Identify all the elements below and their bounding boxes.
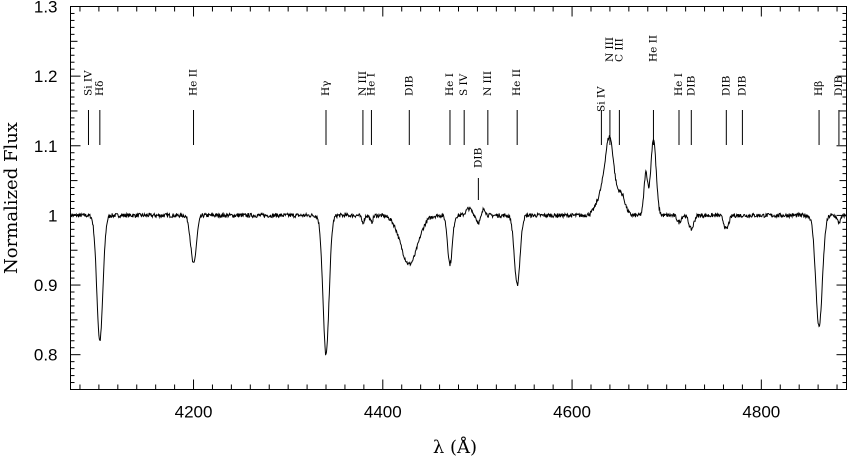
line-id-label: S IV [458,73,470,96]
line-id-label: He II [188,69,200,96]
line-id-label: DIB [685,75,697,96]
x-tick-label: 4600 [553,403,591,422]
spectrum-line [70,135,847,356]
line-id-label: Si IV [595,86,607,112]
y-tick-label: 1.3 [34,0,58,17]
line-id-label: He I [673,73,685,96]
line-id-label: DIB [472,147,484,168]
line-id-label: He I [444,73,456,96]
line-id-label: DIB [833,75,845,96]
line-id-label: DIB [720,75,732,96]
y-tick-label: 0.9 [34,276,58,295]
x-tick-label: 4400 [364,403,402,422]
tick-labels: 4200 4400 4600 4800 0.8 0.9 1 1.1 1.2 1.3 [34,0,780,422]
line-id-label: Hγ [320,81,332,96]
line-id-label: DIB [403,75,415,96]
line-id-label: N III [604,37,616,62]
y-tick-label: 0.8 [34,346,58,365]
x-tick-label: 4800 [742,403,780,422]
x-axis-title: λ (Å) [433,436,477,458]
axis-ticks [70,6,847,390]
line-id-label: He II [647,35,659,62]
line-id-label: Hβ [813,81,825,96]
line-id-label: Hδ [94,81,106,96]
line-id-label: Si IV [82,70,94,96]
line-id-label: He II [511,69,523,96]
line-id-label: C III [613,38,625,62]
y-tick-label: 1.2 [34,67,58,86]
plot-frame [70,6,847,390]
line-id-label: N III [482,71,494,96]
y-tick-label: 1.1 [34,137,58,156]
y-axis-title: Normalized Flux [1,122,22,274]
x-tick-label: 4200 [175,403,213,422]
line-id-label: He I [365,73,377,96]
line-id-label: N III [357,71,369,96]
line-id-label: DIB [736,75,748,96]
y-tick-label: 1 [48,206,57,225]
